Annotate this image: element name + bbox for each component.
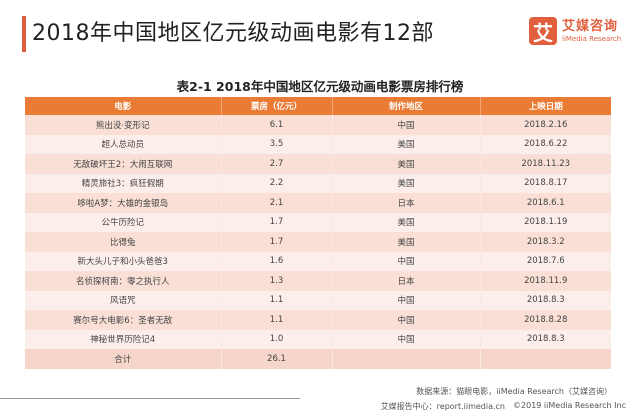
logo-name-en: iiMedia Research bbox=[562, 34, 622, 43]
cell-movie: 精灵旅社3：疯狂假期 bbox=[25, 173, 222, 193]
cell-box-office: 1.1 bbox=[221, 310, 333, 330]
cell-date: 2018.8.3 bbox=[480, 290, 611, 310]
table-row: 哆啦A梦：大雄的金银岛 2.1 日本 2018.6.1 bbox=[25, 193, 611, 213]
cell-movie: 新大头儿子和小头爸爸3 bbox=[25, 251, 222, 271]
cell-box-office: 2.7 bbox=[221, 154, 333, 174]
table-row: 无敌破坏王2：大闹互联网 2.7 美国 2018.11.23 bbox=[25, 154, 611, 174]
cell-date: 2018.11.23 bbox=[480, 154, 611, 174]
table-row: 精灵旅社3：疯狂假期 2.2 美国 2018.8.17 bbox=[25, 173, 611, 193]
cell-region: 美国 bbox=[332, 154, 481, 174]
cell-movie: 熊出没·变形记 bbox=[25, 115, 222, 135]
column-header-date: 上映日期 bbox=[480, 97, 611, 115]
cell-box-office: 1.0 bbox=[221, 329, 333, 349]
table-total-row: 合计 26.1 bbox=[25, 349, 611, 369]
cell-movie: 无敌破坏王2：大闹互联网 bbox=[25, 154, 222, 174]
table-caption: 表2-1 2018年中国地区亿元级动画电影票房排行榜 bbox=[176, 79, 464, 94]
column-header-movie: 电影 bbox=[25, 97, 222, 115]
cell-box-office: 6.1 bbox=[221, 115, 333, 135]
cell-movie: 神秘世界历险记4 bbox=[25, 329, 222, 349]
cell-box-office: 1.7 bbox=[221, 232, 333, 252]
cell-box-office: 1.1 bbox=[221, 290, 333, 310]
cell-date: 2018.1.19 bbox=[480, 212, 611, 232]
table-header-row: 电影 票房（亿元） 制作地区 上映日期 bbox=[25, 97, 611, 115]
cell-region: 中国 bbox=[332, 115, 481, 135]
table-row: 赛尔号大电影6：圣者无敌 1.1 中国 2018.8.28 bbox=[25, 310, 611, 330]
cell-date: 2018.8.28 bbox=[480, 310, 611, 330]
cell-region: 中国 bbox=[332, 329, 481, 349]
cell-date: 2018.8.3 bbox=[480, 329, 611, 349]
copyright: ©2019 iiMedia Research Inc bbox=[513, 401, 626, 410]
cell-region: 中国 bbox=[332, 251, 481, 271]
report-center-link[interactable]: 艾媒报告中心：report.iimedia.cn bbox=[380, 402, 506, 411]
table-row: 公牛历险记 1.7 美国 2018.1.19 bbox=[25, 212, 611, 232]
footer: 艾媒报告中心：report.iimedia.cn ©2019 iiMedia R… bbox=[381, 401, 626, 412]
cell-box-office: 2.1 bbox=[221, 193, 333, 213]
cell-region bbox=[332, 349, 481, 369]
cell-box-office: 2.2 bbox=[221, 173, 333, 193]
cell-box-office: 1.6 bbox=[221, 251, 333, 271]
cell-region: 日本 bbox=[332, 271, 481, 291]
column-header-box-office: 票房（亿元） bbox=[221, 97, 333, 115]
data-source: 数据来源：猫眼电影，iiMedia Research（艾媒咨询） bbox=[416, 387, 612, 396]
cell-movie: 风语咒 bbox=[25, 290, 222, 310]
table-row: 超人总动员 3.5 美国 2018.6.22 bbox=[25, 134, 611, 154]
cell-region: 美国 bbox=[332, 232, 481, 252]
cell-box-office: 3.5 bbox=[221, 134, 333, 154]
cell-region: 美国 bbox=[332, 173, 481, 193]
cell-region: 日本 bbox=[332, 193, 481, 213]
table-row: 名侦探柯南：零之执行人 1.3 日本 2018.11.9 bbox=[25, 271, 611, 291]
cell-date: 2018.6.1 bbox=[480, 193, 611, 213]
cell-movie: 比得兔 bbox=[25, 232, 222, 252]
table-row: 风语咒 1.1 中国 2018.8.3 bbox=[25, 290, 611, 310]
cell-box-office: 1.7 bbox=[221, 212, 333, 232]
cell-date: 2018.3.2 bbox=[480, 232, 611, 252]
logo-mark-icon: 艾 bbox=[529, 17, 557, 45]
title-accent-bar bbox=[22, 16, 26, 52]
box-office-table: 电影 票房（亿元） 制作地区 上映日期 熊出没·变形记 6.1 中国 2018.2.1… bbox=[25, 97, 611, 369]
cell-date: 2018.7.6 bbox=[480, 251, 611, 271]
cell-movie: 哆啦A梦：大雄的金银岛 bbox=[25, 193, 222, 213]
cell-region: 中国 bbox=[332, 310, 481, 330]
cell-date: 2018.8.17 bbox=[480, 173, 611, 193]
cell-movie: 名侦探柯南：零之执行人 bbox=[25, 271, 222, 291]
iimedia-logo: 艾 艾媒咨询 iiMedia Research bbox=[529, 17, 621, 45]
cell-box-office: 1.3 bbox=[221, 271, 333, 291]
cell-date bbox=[480, 349, 611, 369]
cell-date: 2018.6.22 bbox=[480, 134, 611, 154]
page-title: 2018年中国地区亿元级动画电影有12部 bbox=[32, 21, 434, 46]
cell-region: 中国 bbox=[332, 290, 481, 310]
logo-name-cn: 艾媒咨询 bbox=[562, 18, 619, 34]
cell-region: 美国 bbox=[332, 212, 481, 232]
cell-region: 美国 bbox=[332, 134, 481, 154]
cell-box-office: 26.1 bbox=[221, 349, 333, 369]
table-row: 新大头儿子和小头爸爸3 1.6 中国 2018.7.6 bbox=[25, 251, 611, 271]
cell-date: 2018.11.9 bbox=[480, 271, 611, 291]
table-row: 熊出没·变形记 6.1 中国 2018.2.16 bbox=[25, 115, 611, 135]
cell-movie: 公牛历险记 bbox=[25, 212, 222, 232]
table-row: 神秘世界历险记4 1.0 中国 2018.8.3 bbox=[25, 329, 611, 349]
cell-movie: 超人总动员 bbox=[25, 134, 222, 154]
table-row: 比得兔 1.7 美国 2018.3.2 bbox=[25, 232, 611, 252]
cell-total-label: 合计 bbox=[25, 349, 222, 369]
footer-divider bbox=[0, 398, 300, 399]
column-header-region: 制作地区 bbox=[332, 97, 481, 115]
cell-movie: 赛尔号大电影6：圣者无敌 bbox=[25, 310, 222, 330]
cell-date: 2018.2.16 bbox=[480, 115, 611, 135]
